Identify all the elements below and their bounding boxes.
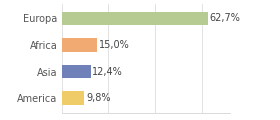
Bar bbox=[62, 12, 208, 25]
Bar bbox=[62, 38, 97, 52]
Text: 62,7%: 62,7% bbox=[210, 13, 241, 23]
Text: 15,0%: 15,0% bbox=[99, 40, 129, 50]
Text: 9,8%: 9,8% bbox=[86, 93, 111, 103]
Text: 12,4%: 12,4% bbox=[92, 66, 123, 77]
Bar bbox=[62, 91, 85, 105]
Bar bbox=[62, 65, 90, 78]
